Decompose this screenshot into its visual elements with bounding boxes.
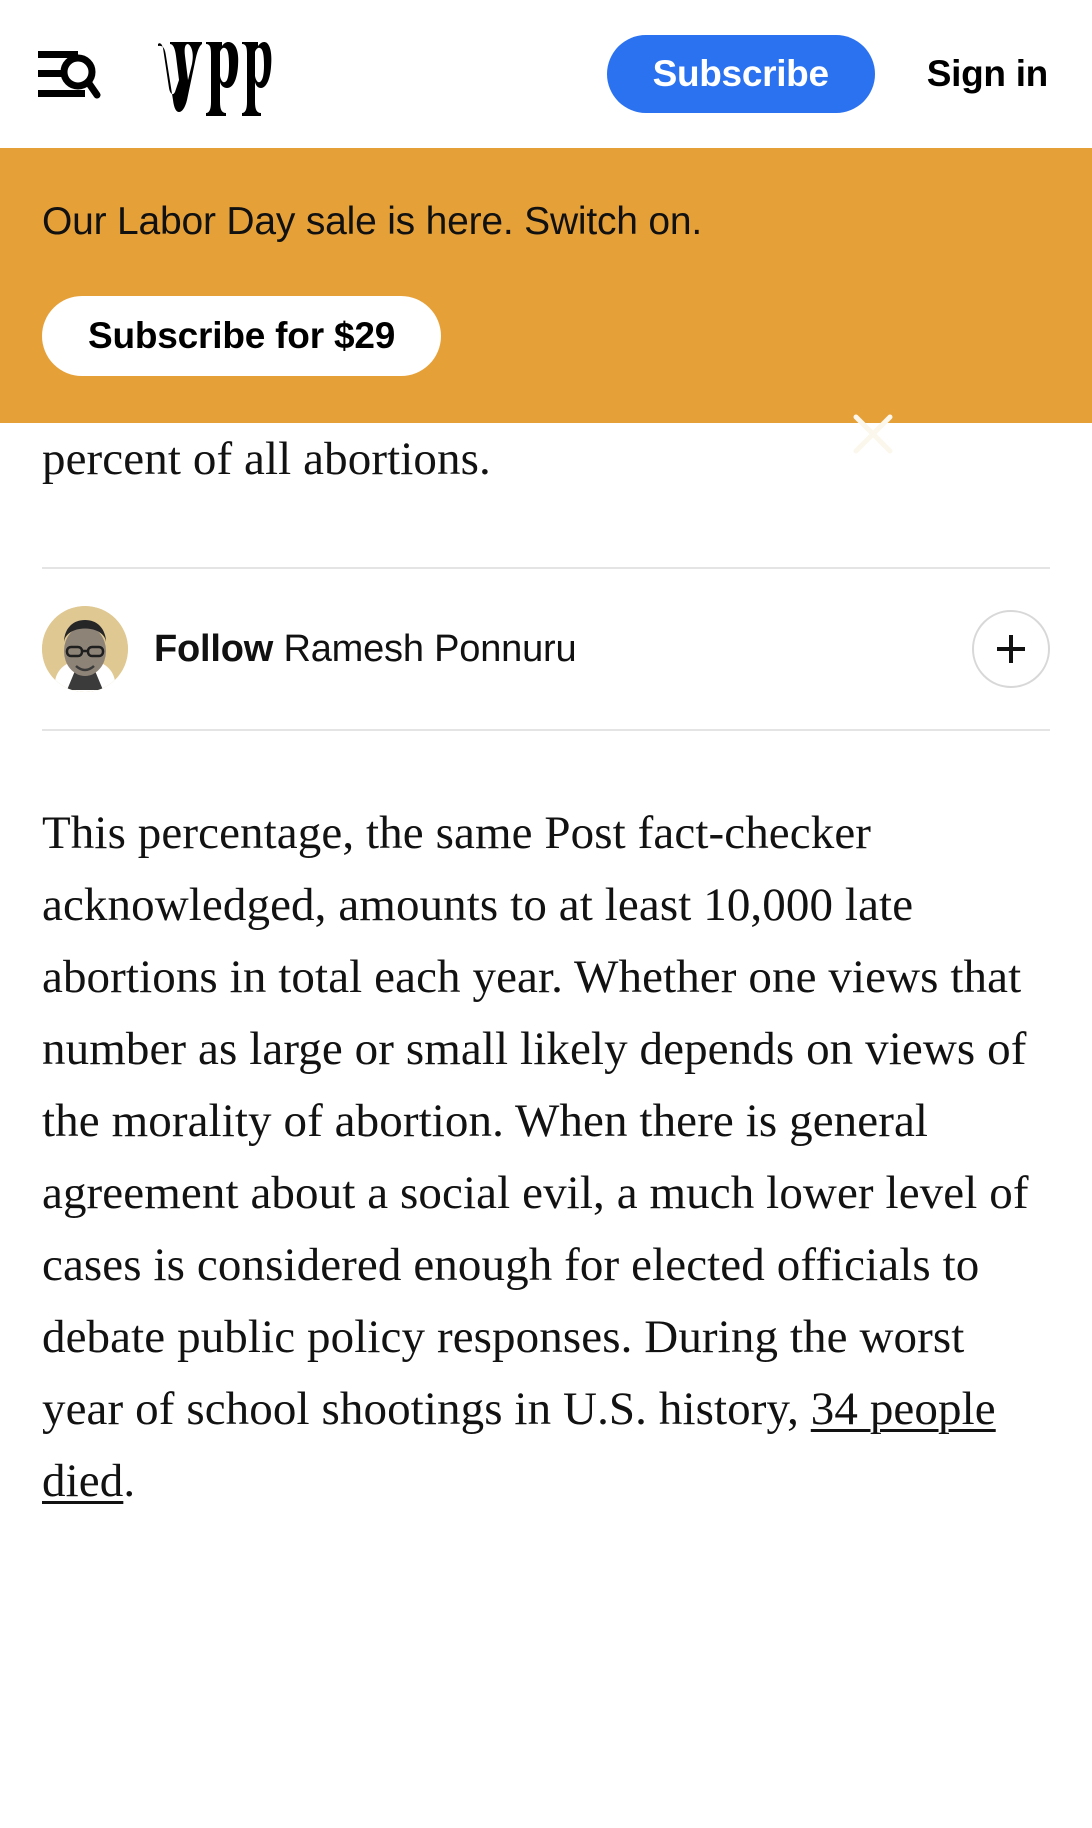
paragraph-text-after-link: . <box>123 1455 136 1507</box>
site-header: Subscribe Sign in <box>0 0 1092 148</box>
school-shootings-link[interactable]: 34 people died <box>42 1383 996 1507</box>
author-name-spacer <box>273 628 283 670</box>
washington-post-logo[interactable] <box>154 28 272 120</box>
promo-banner: Our Labor Day sale is here. Switch on. S… <box>0 148 1092 454</box>
divider-bottom <box>42 729 1050 731</box>
paragraph-text-before-link: This percentage, the same Post fact-chec… <box>42 807 1029 1435</box>
author-follow-label[interactable]: Follow Ramesh Ponnuru <box>154 627 577 671</box>
article-paragraph-tail: percent of all abortions. <box>42 433 491 485</box>
promo-subscribe-button[interactable]: Subscribe for $29 <box>42 296 442 376</box>
article-content: percent of all abortions. <box>0 423 1092 1517</box>
menu-search-icon[interactable] <box>38 43 102 105</box>
sign-in-button[interactable]: Sign in <box>926 53 1049 94</box>
article-body-paragraph: This percentage, the same Post fact-chec… <box>42 797 1050 1517</box>
author-name: Ramesh Ponnuru <box>283 627 577 670</box>
close-icon[interactable] <box>849 410 897 458</box>
ramesh-ponnuru-avatar <box>42 606 128 692</box>
author-follow-row: Follow Ramesh Ponnuru <box>42 569 1050 729</box>
follow-word: Follow <box>154 627 274 670</box>
plus-icon[interactable] <box>972 610 1050 688</box>
divider-top <box>42 567 1050 569</box>
promo-message: Our Labor Day sale is here. Switch on. <box>42 200 703 243</box>
subscribe-button[interactable]: Subscribe <box>606 35 875 113</box>
